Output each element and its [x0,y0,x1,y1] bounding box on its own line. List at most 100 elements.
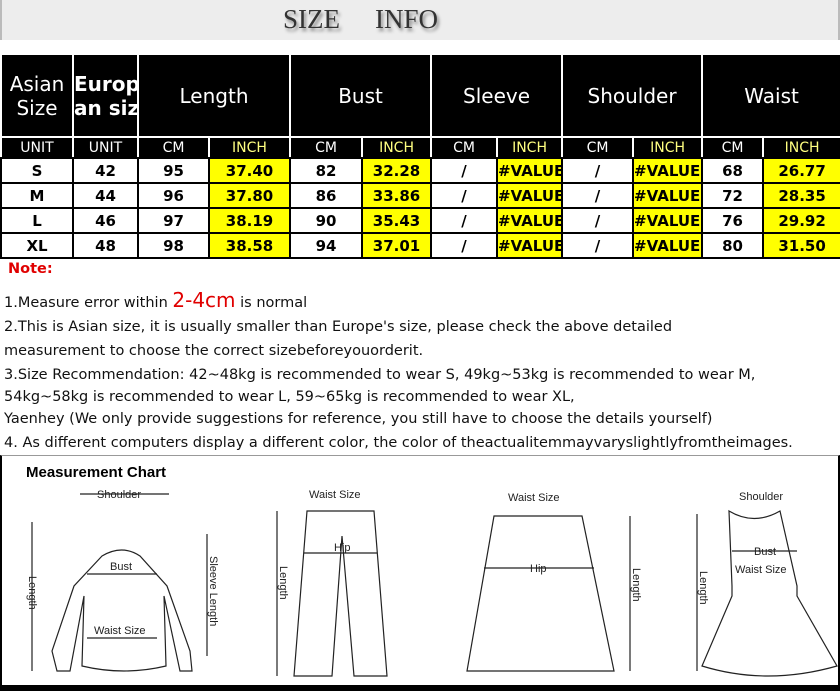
unit-cell: CM [561,136,635,159]
table-cell: 82 [289,157,364,184]
table-cell: / [561,232,635,259]
table-cell: / [430,232,499,259]
measurement-chart-title: Measurement Chart [26,464,167,481]
skirt-diagram: Waist Size Hip Length [466,492,642,672]
note-3c: Yaenhey (We only provide suggestions for… [4,411,713,427]
label-pants-waist: Waist Size [309,489,361,501]
title-size: SIZE [283,4,340,34]
unit-cell: INCH [762,136,840,159]
label-dress-shoulder: Shoulder [739,491,783,503]
header-shoulder: Shoulder [561,53,704,138]
unit-cell: CM [137,136,210,159]
label-dress-waist: Waist Size [735,564,787,576]
label-skirt-waist: Waist Size [508,492,560,504]
dress-diagram: Shoulder Bust Waist Size Length [696,491,838,677]
header-asian-size: Asian Size [0,53,74,138]
table-cell: / [561,157,635,184]
table-cell: #VALUE! [632,182,704,209]
table-row: XL 48 98 38.58 94 37.01/#VALUE / #VALUE! 80 31.50 [0,232,840,259]
table-cell: #VALUE [496,207,564,234]
header-length: Length [136,53,292,138]
label-dress-bust: Bust [754,546,776,558]
table-cell: #VALUE! [632,207,704,234]
label-shoulder: Shoulder [97,489,141,501]
unit-cell: CM [289,136,364,159]
label-skirt-hip: Hip [530,563,547,575]
table-cell: #VALUE [496,157,564,184]
table-cell: 32.28 [361,157,433,184]
note-3a: 3.Size Recommendation: 42~48kg is recomm… [4,367,756,383]
label-pants-length: Length [277,566,289,600]
table-cell: 31.50 [762,232,840,259]
table-cell: 72 [701,182,765,209]
table-cell: 90 [289,207,364,234]
table-cell: 44 [72,182,139,209]
note-2b: measurement to choose the correct sizebe… [4,343,424,359]
table-cell: 68 [701,157,765,184]
table-cell: 42 [72,157,139,184]
measurement-chart: Measurement Chart Shoulder Bust Waist Si… [0,455,840,691]
shirt-diagram: Shoulder Bust Waist Size Length Sleeve L… [26,489,219,672]
title-info: INFO [375,4,439,34]
unit-cell: INCH [207,136,292,159]
table-cell: M [0,182,74,209]
label-length: Length [26,576,38,610]
label-dress-length: Length [697,571,709,605]
table-cell: / [561,182,635,209]
table-cell: 80 [701,232,765,259]
table-row: L 46 97 38.19 90 35.43/#VALUE / #VALUE! 76 29.92 [0,207,840,234]
note-3b: 54kg~58kg is recommended to wear L, 59~6… [4,389,575,405]
table-cell: 28.35 [762,182,840,209]
title-banner: SIZE INFO [0,0,840,40]
table-cell: / [561,207,635,234]
table-cell: 35.43 [361,207,433,234]
unit-cell: INCH [632,136,704,159]
table-row: M 44 96 37.80 86 33.86/#VALUE / #VALUE! 72 28.35 [0,182,840,209]
table-cell: 95 [137,157,210,184]
table-cell: 37.80 [207,182,292,209]
note-2a: 2.This is Asian size, it is usually smal… [4,319,673,335]
table-cell: #VALUE! [632,157,704,184]
header-waist: Waist [701,53,840,138]
table-cell: 37.01 [361,232,433,259]
header-sleeve: Sleeve [430,53,564,138]
table-cell: L [0,207,74,234]
table-cell: #VALUE! [632,232,704,259]
table-cell: 48 [72,232,139,259]
table-cell: 98 [137,232,210,259]
unit-cell: INCH [496,136,564,159]
table-cell: #VALUE [496,182,564,209]
table-cell: 94 [289,232,364,259]
table-cell: 46 [72,207,139,234]
table-cell: #VALUE [496,232,564,259]
header-bust: Bust [289,53,433,138]
label-bust: Bust [110,561,132,573]
table-cell: 76 [701,207,765,234]
table-cell: 86 [289,182,364,209]
label-skirt-length: Length [630,568,642,602]
table-cell: 29.92 [762,207,840,234]
unit-cell: INCH [361,136,433,159]
table-cell: / [430,182,499,209]
table-cell: 33.86 [361,182,433,209]
note-4: 4. As different computers display a diff… [4,435,793,451]
table-cell: / [430,157,499,184]
table-cell: 37.40 [207,157,292,184]
table-cell: 96 [137,182,210,209]
note-1: 1.Measure error within 2-4cm is normal [4,288,308,312]
table-row: S 42 95 37.40 82 32.28/#VALUE / #VALUE! 68 26.77 [0,157,840,184]
unit-row: UNIT UNIT CM INCH CM INCH CM INCH CM INCH CM INCH [0,136,840,159]
header-european-size: European size [72,53,139,138]
unit-cell: UNIT [72,136,139,159]
table-cell: XL [0,232,74,259]
table-cell: 97 [137,207,210,234]
unit-cell: CM [430,136,499,159]
pants-diagram: Waist Size Hip Length [276,489,388,677]
table-cell: S [0,157,74,184]
label-sleeve-length: Sleeve Length [207,556,219,626]
table-cell: 26.77 [762,157,840,184]
unit-cell: CM [701,136,765,159]
label-waist-size: Waist Size [94,625,146,637]
